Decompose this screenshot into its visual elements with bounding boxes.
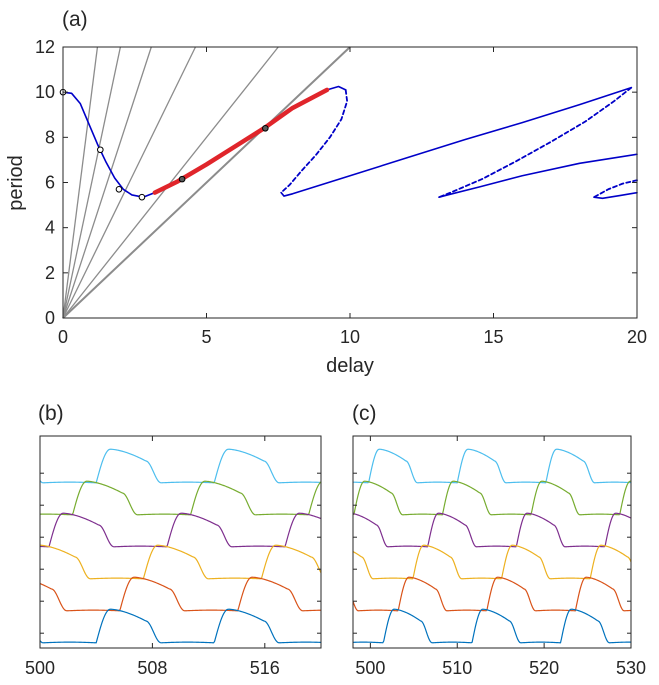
timeseries-line <box>39 480 322 516</box>
unstable-branch-curve <box>280 89 349 194</box>
timeseries-line <box>352 480 632 516</box>
x-tick-label: 15 <box>483 327 503 347</box>
x-tick-label: 516 <box>250 658 280 678</box>
timeseries-lines-c <box>352 448 632 644</box>
timeseries-line <box>352 448 632 484</box>
unstable-branch-curve <box>438 86 633 199</box>
branch-curve <box>326 85 347 91</box>
x-tick-label: 5 <box>201 327 211 347</box>
panel-a: (a) 0 5 10 15 20 0 2 4 6 8 10 12 delay period <box>5 8 647 377</box>
plot-frame-b <box>39 435 322 649</box>
x-ticks-c: 500 510 520 530 <box>353 436 646 678</box>
ray-lines <box>62 46 351 319</box>
y-tick-label: 2 <box>45 263 55 283</box>
x-tick-label: 510 <box>442 658 472 678</box>
period-curves <box>62 85 638 200</box>
x-ticks-b: 500 508 516 <box>25 436 321 678</box>
x-tick-label: 0 <box>58 327 68 347</box>
timeseries-line <box>352 544 632 580</box>
ray-line <box>62 46 197 319</box>
x-tick-label: 530 <box>616 658 646 678</box>
open-marker <box>138 193 146 201</box>
stable-branch-curve <box>62 91 156 198</box>
filled-marker <box>262 125 269 132</box>
y-tick-label: 4 <box>45 218 55 238</box>
panel-a-label: (a) <box>62 8 88 31</box>
x-tick-label: 500 <box>355 658 385 678</box>
branch-curve <box>593 191 638 200</box>
y-tick-label: 6 <box>45 173 55 193</box>
y-tick-label: 8 <box>45 127 55 147</box>
timeseries-line <box>352 576 632 612</box>
x-tick-label: 520 <box>529 658 559 678</box>
plot-frame-c <box>352 435 632 649</box>
y-tick-label: 0 <box>45 308 55 328</box>
open-marker <box>115 185 123 193</box>
ray-line <box>62 46 152 319</box>
x-tick-label: 500 <box>25 658 55 678</box>
timeseries-line <box>352 512 632 548</box>
x-tick-label: 10 <box>340 327 360 347</box>
timeseries-line <box>39 448 322 484</box>
panel-b-label: (b) <box>38 402 64 425</box>
timeseries-line <box>39 512 322 548</box>
timeseries-lines-b <box>39 448 322 644</box>
x-tick-label: 20 <box>627 327 647 347</box>
timeseries-line <box>352 608 631 644</box>
x-tick-label: 508 <box>137 658 167 678</box>
y-axis-label: period <box>5 155 27 211</box>
x-ticks: 0 5 10 15 20 <box>58 47 647 347</box>
branch-curve <box>280 86 633 197</box>
panel-b: (b) 500 508 516 <box>25 402 322 678</box>
panel-c: (c) 500 510 520 530 <box>352 402 646 678</box>
y-tick-label: 12 <box>35 37 55 57</box>
filled-marker <box>178 175 186 183</box>
panel-c-label: (c) <box>352 402 377 425</box>
unstable-branch-curve <box>593 179 638 199</box>
timeseries-line <box>39 576 322 612</box>
open-marker <box>97 146 104 154</box>
ray-line <box>62 46 351 319</box>
y-tick-label: 10 <box>35 82 55 102</box>
timeseries-line <box>39 608 322 644</box>
ray-line <box>62 46 99 319</box>
x-axis-label: delay <box>326 355 374 377</box>
y-ticks: 0 2 4 6 8 10 12 <box>35 37 637 328</box>
plot-frame <box>62 46 638 319</box>
highlighted-branch-curve <box>152 87 330 195</box>
ray-line <box>62 46 122 319</box>
timeseries-line <box>39 544 322 580</box>
branch-curve <box>438 153 638 198</box>
